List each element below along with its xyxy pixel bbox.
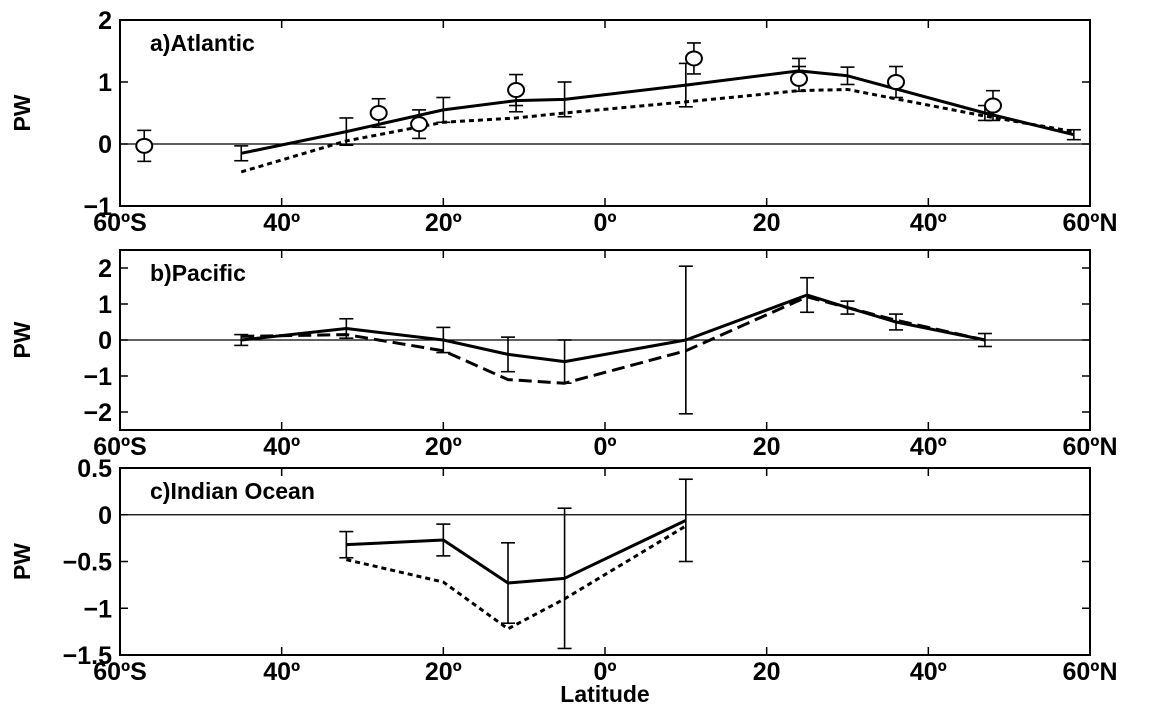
x-tick-label: 40º <box>263 433 300 461</box>
errorbar <box>977 332 992 348</box>
errorbar <box>678 265 693 415</box>
x-tick-label: 60ºS <box>93 433 147 461</box>
y-tick-label: −1 <box>83 595 112 623</box>
chart-panel-2: 60ºS 40º 20º 0º 20 40º 60ºN −2 −1 0 1 2 PW b)Pacific <box>9 249 1118 461</box>
observation-errorbar <box>984 89 1002 122</box>
series-line-dotted <box>240 87 1075 174</box>
errorbar <box>339 530 354 559</box>
y-tick-label: −1.5 <box>63 642 112 670</box>
x-tick-label: 60ºN <box>1063 658 1118 686</box>
observation-errorbar <box>135 129 154 163</box>
errorbar <box>1066 128 1081 141</box>
errorbar <box>557 507 572 650</box>
x-tick-label: 20º <box>425 658 462 686</box>
x-tick-label: 40º <box>910 433 947 461</box>
series-line-dotted <box>345 524 687 631</box>
observation-marker <box>790 70 808 87</box>
y-axis-title: PW <box>9 543 35 580</box>
observation-marker <box>684 50 703 67</box>
observation-errorbar <box>684 42 703 75</box>
observation-marker <box>887 74 905 90</box>
x-tick-label: 0º <box>593 433 616 461</box>
observation-marker <box>369 105 388 121</box>
observation-marker <box>410 116 429 133</box>
x-tick-label: 20 <box>753 658 781 686</box>
errorbar <box>800 276 815 314</box>
y-tick-label: 2 <box>98 7 112 35</box>
x-tick-label: 60ºN <box>1063 209 1118 237</box>
y-tick-label: 0 <box>98 502 112 530</box>
errorbar <box>234 333 249 347</box>
x-tick-label: 40º <box>263 209 300 237</box>
errorbar <box>840 300 855 315</box>
x-tick-label: 40º <box>910 658 947 686</box>
x-tick-label: 40º <box>910 209 947 237</box>
chart-panel-3: 60ºS 40º 20º 0º 20 40º 60ºN −1.5 −1 −0.5 0 0.5 PW c)I… <box>9 455 1118 707</box>
x-tick-label: 20 <box>753 433 781 461</box>
observation-errorbar <box>790 65 808 93</box>
y-tick-label: −1 <box>83 193 112 221</box>
y-tick-label: −2 <box>83 399 112 427</box>
x-tick-label: 0º <box>593 658 616 686</box>
observation-errorbar <box>369 97 388 129</box>
y-tick-label: 1 <box>98 291 112 319</box>
x-tick-label: 20º <box>425 433 462 461</box>
observation-marker <box>135 137 154 154</box>
panel-title: a)Atlantic <box>150 30 255 56</box>
chart-panel-1: 60ºS 40º 20º 0º 20 40º 60ºN −1 0 1 2 PW a)Atlantic <box>9 7 1118 237</box>
observation-errorbar <box>507 73 526 107</box>
panel-title: b)Pacific <box>150 260 246 286</box>
x-tick-label: 20º <box>425 209 462 237</box>
x-tick-label: 60ºN <box>1063 433 1118 461</box>
y-axis-title: PW <box>9 321 35 358</box>
y-tick-label: 0 <box>98 327 112 355</box>
x-tick-label: 0º <box>593 209 616 237</box>
errorbar <box>557 339 572 385</box>
y-tick-label: −0.5 <box>63 549 112 577</box>
observation-errorbar <box>887 65 905 99</box>
series-line-solid <box>346 519 687 585</box>
errorbar <box>436 326 451 354</box>
y-tick-label: 2 <box>98 255 112 283</box>
errorbar <box>339 317 354 340</box>
observation-errorbar <box>410 109 429 140</box>
series-line-solid <box>241 293 986 364</box>
plot-frame <box>119 19 1091 207</box>
x-tick-label: 20 <box>753 209 781 237</box>
errorbar <box>557 81 572 118</box>
x-axis-title: Latitude <box>560 681 649 707</box>
y-axis-title: PW <box>9 94 35 131</box>
errorbar <box>436 523 451 557</box>
errorbar <box>234 145 249 162</box>
panel-title: c)Indian Ocean <box>150 478 315 504</box>
y-tick-label: 1 <box>98 69 112 97</box>
x-tick-label: 40º <box>263 658 300 686</box>
observation-marker <box>507 82 526 99</box>
x-tick-label: 60ºS <box>93 658 147 686</box>
errorbar <box>678 478 693 563</box>
y-tick-label: 0.5 <box>77 455 112 483</box>
x-tick-label: 60ºS <box>93 209 147 237</box>
observation-marker <box>984 97 1002 114</box>
series-line-solid <box>240 69 1075 155</box>
series-line-dashed <box>241 295 986 385</box>
y-tick-label: 0 <box>98 131 112 159</box>
errorbar <box>339 117 354 147</box>
errorbar <box>501 541 515 625</box>
errorbar <box>889 313 903 331</box>
y-tick-label: −1 <box>83 363 112 391</box>
errorbar <box>501 336 515 373</box>
errorbar <box>840 66 855 86</box>
errorbar <box>436 96 451 124</box>
